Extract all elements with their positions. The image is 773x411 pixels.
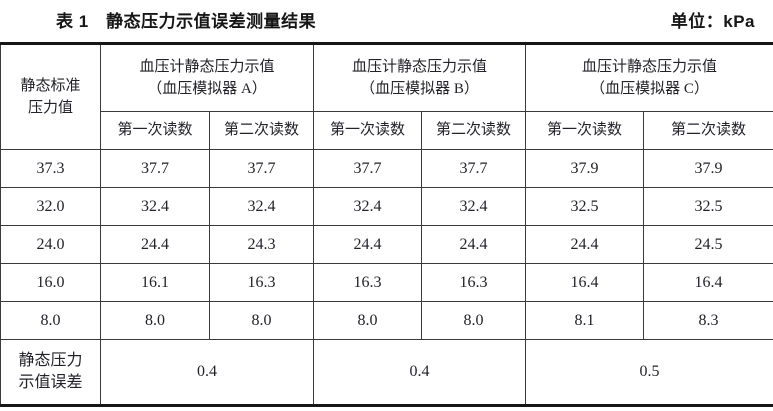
reading-cell: 16.3 — [421, 263, 527, 302]
row-header-line1: 静态标准 — [20, 78, 81, 94]
group-header-a: 血压计静态压力示值 （血压模拟器 A） — [99, 43, 315, 112]
group-c-line2: （血压模拟器 C） — [590, 81, 709, 97]
reading-cell: 24.4 — [313, 225, 423, 264]
table-row: 24.0 24.4 24.3 24.4 24.4 24.4 24.5 — [0, 225, 773, 264]
reading-cell: 16.3 — [208, 263, 315, 302]
table-row: 8.0 8.0 8.0 8.0 8.0 8.1 8.3 — [0, 301, 773, 340]
sub-header-a2: 第二次读数 — [208, 111, 315, 150]
standard-value-cell: 37.3 — [0, 149, 101, 188]
standard-value-cell: 8.0 — [0, 301, 101, 340]
table-title: 表 1 静态压力示值误差测量结果 — [56, 11, 317, 31]
error-label-line2: 示值误差 — [18, 374, 83, 391]
standard-value-cell: 24.0 — [0, 225, 101, 264]
standard-value-cell: 16.0 — [0, 263, 101, 302]
row-header-line2: 压力值 — [27, 100, 73, 116]
measurement-table: 静态标准 压力值 血压计静态压力示值 （血压模拟器 A） 血压计静态压力示值 （… — [0, 42, 773, 407]
reading-cell: 24.3 — [208, 225, 315, 264]
table-row: 37.3 37.7 37.7 37.7 37.7 37.9 37.9 — [0, 149, 773, 188]
reading-cell: 8.0 — [421, 301, 527, 340]
standard-value-cell: 32.0 — [0, 187, 101, 226]
reading-cell: 37.7 — [100, 149, 210, 188]
group-b-line1: 血压计静态压力示值 — [352, 59, 488, 75]
error-value-c: 0.5 — [525, 339, 773, 406]
reading-cell: 32.5 — [525, 187, 645, 226]
sub-header-row: 第一次读数 第二次读数 第一次读数 第二次读数 第一次读数 第二次读数 — [1, 111, 773, 150]
reading-cell: 32.4 — [313, 187, 423, 226]
reading-cell: 32.5 — [643, 187, 773, 226]
group-c-line1: 血压计静态压力示值 — [582, 59, 718, 75]
reading-cell: 37.7 — [208, 149, 315, 188]
reading-cell: 24.5 — [643, 225, 773, 264]
group-a-line1: 血压计静态压力示值 — [139, 59, 275, 75]
reading-cell: 32.4 — [208, 187, 315, 226]
reading-cell: 37.9 — [643, 149, 773, 188]
reading-cell: 32.4 — [421, 187, 527, 226]
group-header-c: 血压计静态压力示值 （血压模拟器 C） — [525, 43, 773, 112]
sub-header-a1: 第一次读数 — [100, 111, 210, 150]
error-label-line1: 静态压力 — [18, 352, 83, 369]
table-row: 32.0 32.4 32.4 32.4 32.4 32.5 32.5 — [0, 187, 773, 226]
reading-cell: 16.1 — [100, 263, 210, 302]
error-value-b: 0.4 — [313, 339, 527, 406]
reading-cell: 24.4 — [100, 225, 210, 264]
error-value-a: 0.4 — [99, 339, 315, 406]
reading-cell: 37.7 — [313, 149, 423, 188]
reading-cell: 24.4 — [421, 225, 527, 264]
reading-cell: 16.3 — [313, 263, 423, 302]
sub-header-b2: 第二次读数 — [421, 111, 527, 150]
sub-header-c2: 第二次读数 — [643, 111, 773, 150]
group-b-line2: （血压模拟器 B） — [360, 81, 479, 97]
reading-cell: 37.9 — [525, 149, 645, 188]
reading-cell: 8.0 — [100, 301, 210, 340]
group-header-b: 血压计静态压力示值 （血压模拟器 B） — [313, 43, 527, 112]
reading-cell: 24.4 — [525, 225, 645, 264]
sub-header-c1: 第一次读数 — [525, 111, 645, 150]
reading-cell: 8.3 — [643, 301, 773, 340]
group-header-row: 静态标准 压力值 血压计静态压力示值 （血压模拟器 A） 血压计静态压力示值 （… — [0, 43, 773, 150]
group-a-line2: （血压模拟器 A） — [147, 81, 267, 97]
reading-cell: 37.7 — [421, 149, 527, 188]
reading-cell: 16.4 — [643, 263, 773, 302]
table-caption-row: 表 1 静态压力示值误差测量结果 单位：kPa — [0, 0, 773, 42]
table-row: 16.0 16.1 16.3 16.3 16.3 16.4 16.4 — [0, 263, 773, 302]
row-header-cell: 静态标准 压力值 — [0, 43, 101, 150]
reading-cell: 8.1 — [525, 301, 645, 340]
reading-cell: 16.4 — [525, 263, 645, 302]
reading-cell: 8.0 — [313, 301, 423, 340]
reading-cell: 8.0 — [208, 301, 315, 340]
sub-header-b1: 第一次读数 — [313, 111, 423, 150]
reading-cell: 32.4 — [100, 187, 210, 226]
unit-label: 单位：kPa — [670, 11, 755, 31]
error-row: 静态压力 示值误差 0.4 0.4 0.5 — [0, 339, 773, 406]
error-row-label: 静态压力 示值误差 — [0, 339, 101, 406]
